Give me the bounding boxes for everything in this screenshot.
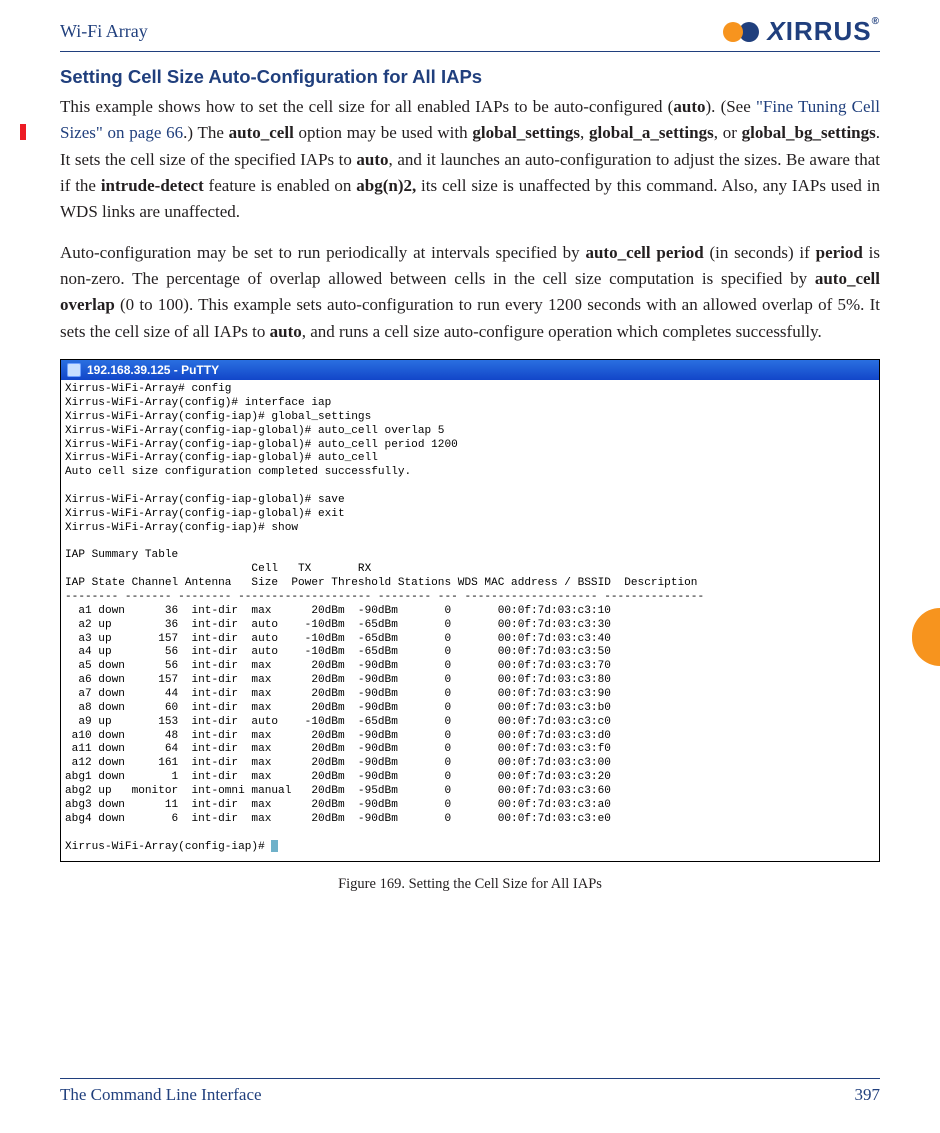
p1-auto: auto	[673, 97, 705, 116]
p1-t4: option may be used with	[294, 123, 473, 142]
brand-logo: XIRRUS®	[723, 16, 880, 47]
p2-acp: auto_cell period	[585, 243, 703, 262]
header-title: Wi-Fi Array	[60, 21, 148, 42]
p2-t2: (in seconds) if	[704, 243, 816, 262]
paragraph-2: Auto-configuration may be set to run per…	[60, 240, 880, 345]
footer-left: The Command Line Interface	[60, 1085, 262, 1105]
figure-caption: Figure 169. Setting the Cell Size for Al…	[60, 876, 880, 893]
p1-autocell: auto_cell	[229, 123, 294, 142]
p1-abgn2: abg(n)2,	[356, 176, 416, 195]
section-heading: Setting Cell Size Auto-Configuration for…	[60, 66, 880, 88]
p1-t1: This example shows how to set the cell s…	[60, 97, 673, 116]
page-footer: The Command Line Interface 397	[60, 1078, 880, 1105]
p2-t5: , and runs a cell size auto-configure op…	[302, 322, 822, 341]
p1-t2: ). (See	[705, 97, 755, 116]
p1-intrude: intrude-detect	[101, 176, 204, 195]
brand-text-rest: IRRUS	[786, 16, 872, 46]
p2-auto: auto	[270, 322, 302, 341]
p1-auto2: auto	[356, 150, 388, 169]
p1-gas: global_a_settings	[589, 123, 714, 142]
p1-gbgs: global_bg_settings	[742, 123, 876, 142]
terminal-body[interactable]: Xirrus-WiFi-Array# config Xirrus-WiFi-Ar…	[61, 380, 879, 861]
p1-t5: ,	[580, 123, 589, 142]
page-side-tab	[912, 608, 940, 666]
terminal-titlebar[interactable]: 192.168.39.125 - PuTTY	[61, 360, 879, 380]
terminal-window: 192.168.39.125 - PuTTY Xirrus-WiFi-Array…	[60, 359, 880, 862]
p2-t1: Auto-configuration may be set to run per…	[60, 243, 585, 262]
putty-icon	[67, 363, 81, 377]
paragraph-1: This example shows how to set the cell s…	[60, 94, 880, 226]
p1-gs: global_settings	[472, 123, 580, 142]
p1-t3: .) The	[183, 123, 229, 142]
terminal-title: 192.168.39.125 - PuTTY	[87, 363, 219, 377]
page-header: Wi-Fi Array XIRRUS®	[60, 16, 880, 52]
footer-page-number: 397	[855, 1085, 881, 1105]
p1-t9: feature is enabled on	[204, 176, 357, 195]
p2-period: period	[816, 243, 863, 262]
terminal-cursor-icon	[271, 840, 278, 852]
logo-dot-orange-icon	[723, 22, 743, 42]
change-bar-icon	[20, 124, 26, 140]
p1-t6: , or	[714, 123, 742, 142]
brand-text: XIRRUS®	[767, 16, 880, 47]
